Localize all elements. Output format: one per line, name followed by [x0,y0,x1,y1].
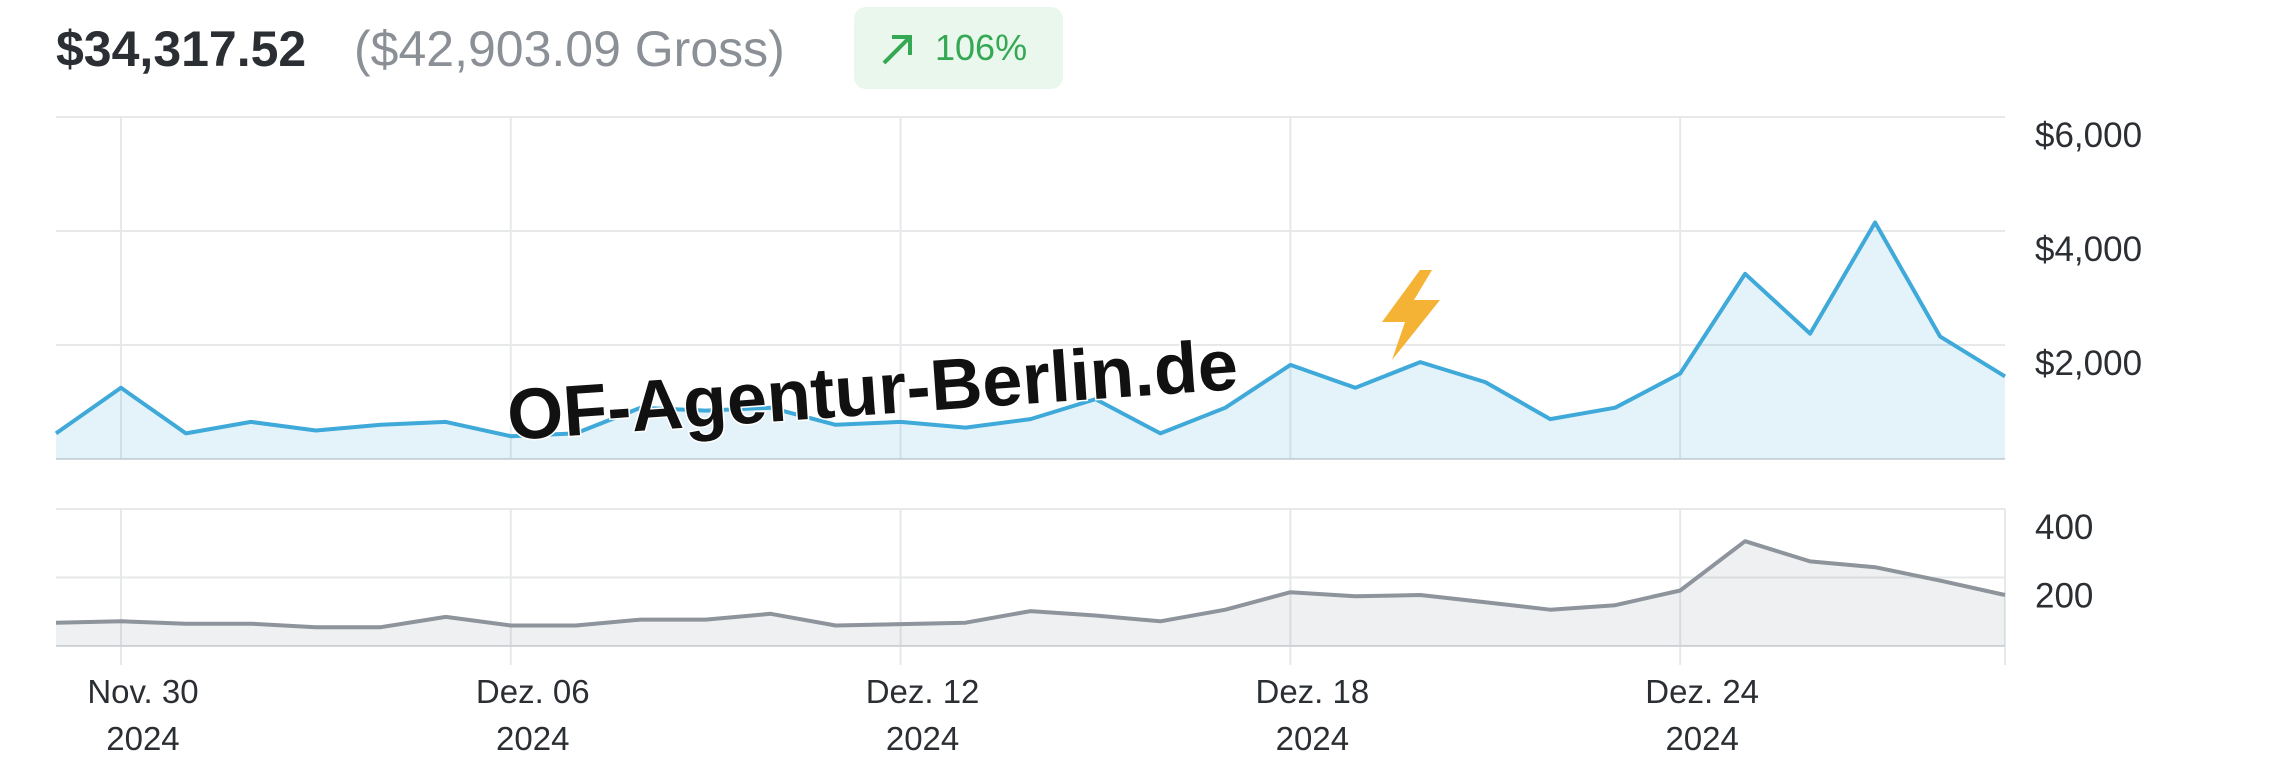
x-tick-label: 2024 [106,720,179,757]
x-tick-label: Dez. 06 [476,673,590,710]
gross-amount: ($42,903.09 Gross) [354,21,785,77]
line [54,220,2007,439]
y-tick-label: 400 [2035,508,2093,547]
x-tick-label: 2024 [496,720,569,757]
net-amount: $34,317.52 [56,21,306,77]
x-tick-label: 2024 [1276,720,1349,757]
y-tick-label: $6,000 [2035,116,2142,155]
x-tick-label: Dez. 18 [1255,673,1369,710]
up-arrow-icon [882,35,912,65]
line [55,539,2006,630]
change-percent: 106% [935,27,1027,68]
area-fill [56,222,2005,459]
y-tick-label: $4,000 [2035,230,2142,269]
x-tick-label: Dez. 24 [1645,673,1759,710]
lightning-icon [1382,270,1440,360]
x-tick-label: Nov. 30 [87,673,198,710]
y-tick-label: 200 [2035,577,2093,616]
y-tick-label: $2,000 [2035,344,2142,383]
x-tick-label: 2024 [886,720,959,757]
x-tick-label: 2024 [1665,720,1738,757]
area-fill [56,541,2005,646]
charts: $2,000 $4,000 $6,000 200 400 Nov. 30 2024 Dez. … [54,116,2142,757]
change-badge [854,7,1063,89]
x-tick-label: Dez. 12 [866,673,980,710]
